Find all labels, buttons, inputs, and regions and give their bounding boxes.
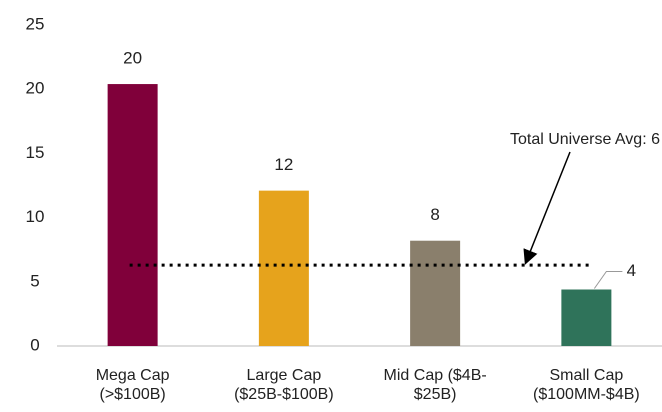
data-label: 12 (274, 155, 293, 174)
x-tick-label: Large Cap ($25B-$100B) (234, 367, 334, 403)
y-tick-label: 15 (26, 143, 45, 162)
x-tick-label: Small Cap ($100MM-$4B) (533, 367, 640, 403)
data-label: 8 (430, 205, 439, 224)
y-tick-label: 10 (26, 207, 45, 226)
y-tick-label: 0 (30, 335, 39, 354)
bar (258, 190, 309, 346)
average-label: Total Universe Avg: 6 (510, 131, 660, 148)
bar (561, 289, 612, 346)
y-tick-label: 25 (26, 14, 45, 33)
average-arrow (523, 151, 571, 265)
data-label: 4 (627, 261, 636, 280)
bar (410, 240, 461, 346)
data-label: 20 (123, 49, 142, 68)
leader-line (593, 271, 623, 289)
x-tick-label: Mid Cap ($4B- $25B) (383, 367, 487, 403)
x-tick-label: Mega Cap (>$100B) (95, 367, 170, 403)
bar (107, 84, 158, 347)
y-tick-label: 20 (26, 79, 45, 98)
y-tick-label: 5 (30, 271, 39, 290)
